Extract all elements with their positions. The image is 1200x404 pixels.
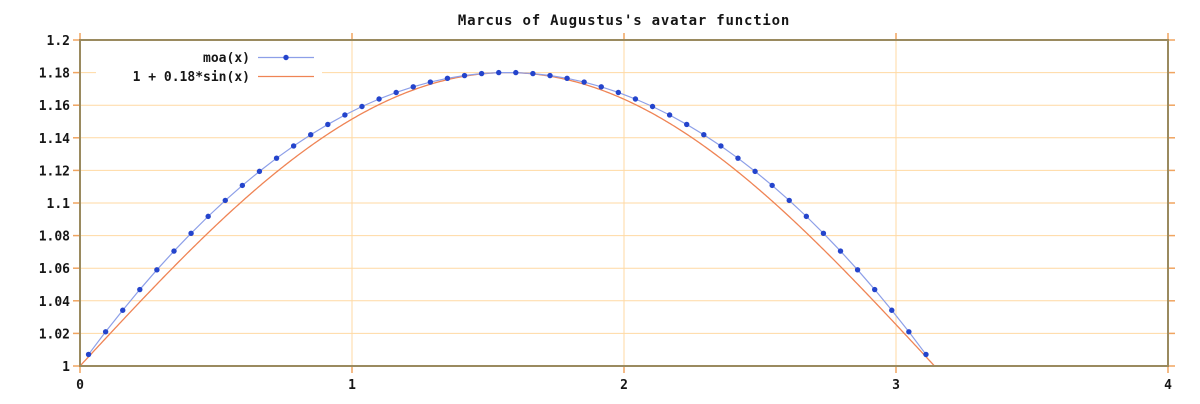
x-tick-label: 1 [348,378,356,393]
series-moa-point [290,143,297,149]
series-moa-point [752,168,758,175]
series-moa-point [393,89,399,96]
x-tick-label: 0 [76,378,84,393]
series-moa-point [923,351,929,358]
frame-layer [79,39,1169,367]
series-sin-curve [79,71,935,367]
series-moa-point [205,213,211,220]
series-moa-point [188,230,194,237]
series-moa-point [581,79,587,85]
series-moa-point [120,307,126,313]
y-tick-label: 1.16 [39,99,70,114]
series-moa-point [666,112,673,118]
series-moa-point [547,72,553,79]
series-moa-point [769,182,775,189]
series-moa-point [444,75,451,82]
y-tick-label: 1.1 [47,197,71,212]
grid-layer [79,39,1169,367]
series-moa-point [564,75,570,82]
series-moa-point [513,69,519,76]
series-moa-point [803,213,810,220]
legend: moa(x) 1 + 0.18*sin(x) [96,45,322,87]
series-moa-point [461,72,468,79]
series-moa-point [308,132,314,138]
curve-layer [79,69,935,367]
series-moa-point [872,286,878,293]
y-tick-label: 1.2 [47,34,70,49]
series-moa-point [359,103,365,110]
series-moa-point [598,84,604,90]
series-moa-point [718,143,724,149]
series-moa-line [88,71,927,355]
series-moa-point [735,155,741,161]
series-moa-point [496,69,502,76]
series-moa-point [171,248,177,254]
series-moa-point [820,230,827,237]
y-tick-label: 1.02 [39,327,70,342]
series-moa-point [325,121,331,128]
series-moa-point [154,267,160,273]
series-moa-point [854,267,861,273]
series-moa-point [376,96,382,102]
tick-layer [73,33,1175,373]
y-tick-label: 1.08 [39,230,70,245]
series-moa-point [410,84,416,90]
y-tick-label: 1.14 [39,132,70,147]
y-tick-label: 1 [62,360,70,375]
series-moa-point [889,307,895,313]
legend-label-moa: moa(x) [203,51,250,66]
series-moa-point [906,329,912,335]
legend-background [96,45,322,87]
series-moa-point [222,197,228,204]
series-moa-point [239,182,246,189]
x-tick-label: 4 [1164,378,1172,393]
y-tick-label: 1.06 [39,262,70,277]
plot-border [79,39,1169,367]
series-moa-point [786,197,792,204]
series-moa-point [632,96,639,102]
legend-moa-sample-point-icon [283,54,289,61]
y-tick-label: 1.18 [39,67,70,82]
series-moa-point [102,329,109,335]
legend-label-sin: 1 + 0.18*sin(x) [133,70,250,85]
series-moa-point [837,248,844,254]
series-moa-point [615,89,622,96]
series-moa-point [273,155,280,161]
series-moa-point [85,351,92,358]
y-tick-label: 1.12 [39,164,70,179]
series-moa-point [427,79,434,85]
chart-title: Marcus of Augustus's avatar function [458,13,790,29]
series-moa-point [684,121,690,128]
series-moa-point [478,70,485,77]
series-moa-point [530,70,536,77]
series-moa-point [137,286,143,293]
series-moa-point [256,168,263,175]
y-tick-label: 1.04 [39,295,70,310]
x-tick-label: 3 [892,378,900,393]
series-moa-point [701,132,707,138]
x-tick-label: 2 [620,378,628,393]
series-moa-point [342,112,348,118]
label-layer: 1 1.02 1.04 1.06 1.08 1.1 1.12 1.14 1.16 1.18 1.2 0… [39,34,1172,393]
series-moa-point [649,103,656,110]
